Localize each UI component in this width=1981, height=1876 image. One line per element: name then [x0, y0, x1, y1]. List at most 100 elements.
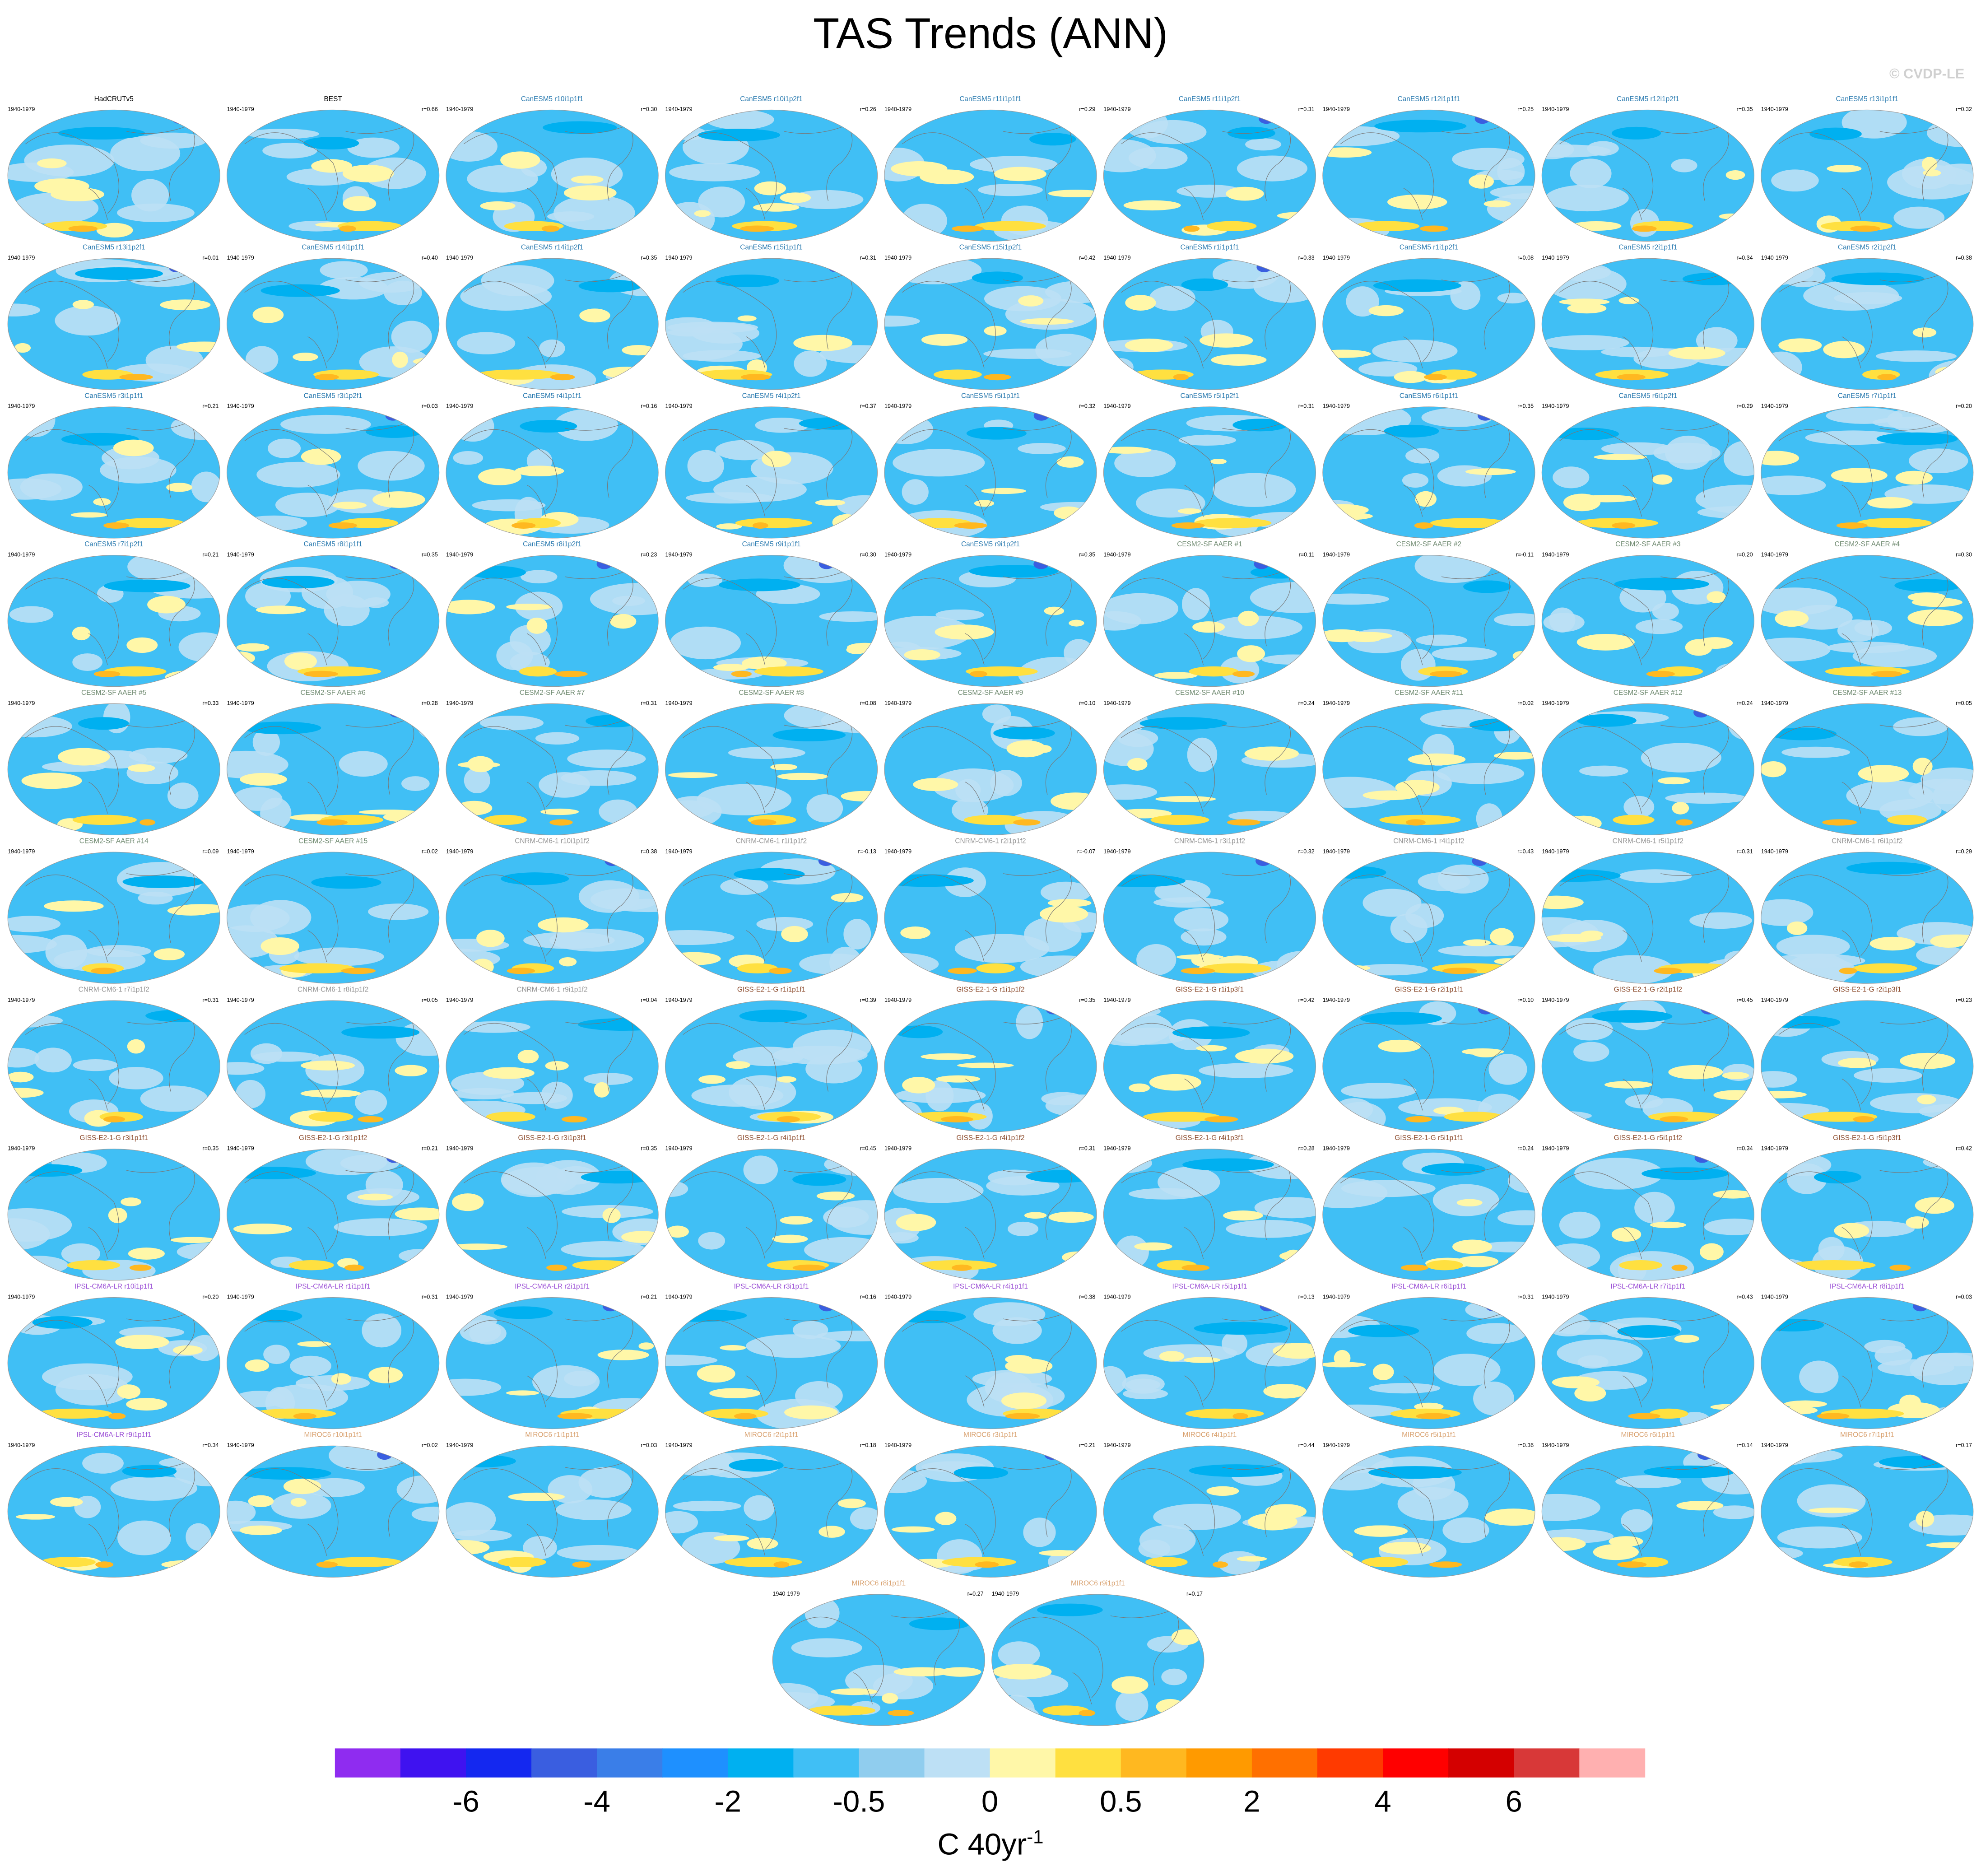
map-patch: [355, 1090, 387, 1115]
map-patch: [1430, 670, 1462, 677]
map-patch: [103, 579, 191, 592]
panel-period: 1940-1979: [1323, 403, 1350, 410]
map-patch: [1490, 928, 1514, 945]
map-patch: [819, 611, 878, 622]
map: [884, 1297, 1097, 1429]
map-patch: [567, 749, 646, 768]
map: [1761, 1446, 1973, 1578]
panel-period: 1940-1979: [227, 106, 254, 112]
map-patch: [547, 211, 595, 222]
panel-r: r=0.45: [1737, 997, 1753, 1003]
map-outline: [1322, 1149, 1535, 1281]
panel-r: r=0.23: [1956, 997, 1972, 1003]
map-outline: [1103, 555, 1316, 687]
coastline: [1340, 867, 1510, 962]
map-patch: [1134, 1242, 1172, 1251]
panel-title: CanESM5 r6i1p2f1: [1618, 392, 1677, 400]
map-patch: [828, 262, 844, 272]
map: [8, 406, 220, 538]
map-patch: [145, 1009, 220, 1022]
panel-title: CNRM-CM6-1 r1i1p1f2: [736, 838, 807, 845]
coastline: [463, 867, 633, 962]
map-patch: [129, 1264, 152, 1271]
map: [1103, 1149, 1316, 1280]
map-patch: [1869, 936, 1916, 951]
map: [1103, 1446, 1316, 1578]
colorbar-tick-label: 0: [981, 1784, 998, 1818]
coastline: [902, 867, 1072, 962]
coastline: [683, 273, 853, 368]
panel-period: 1940-1979: [446, 255, 473, 261]
panel-r: r=0.02: [1517, 700, 1534, 706]
map-patch: [904, 649, 940, 661]
map-patch: [1805, 430, 1902, 445]
map: [1103, 852, 1316, 984]
map-patch: [913, 777, 958, 791]
map-patch: [286, 168, 359, 186]
map-patch: [1775, 610, 1809, 627]
map-patch: [293, 353, 318, 362]
map-patch: [1867, 497, 1913, 509]
map-patch: [520, 419, 577, 433]
map-patch: [406, 1301, 422, 1312]
map-patch: [1237, 645, 1265, 662]
map-outline: [884, 555, 1097, 687]
map-patch: [793, 1029, 871, 1064]
map-patch: [1761, 761, 1786, 777]
map-patch: [1256, 262, 1272, 272]
map: [446, 703, 659, 835]
panel-title: MIROC6 r6i1p1f1: [1621, 1431, 1675, 1439]
map-patch: [895, 1310, 966, 1323]
map-patch: [1199, 333, 1253, 348]
panel-period: 1940-1979: [446, 1442, 473, 1448]
map-patch: [227, 1062, 265, 1075]
map-patch: [1542, 140, 1574, 159]
map-patch: [602, 1207, 621, 1223]
panel-title: CESM2-SF AAER #12: [1614, 689, 1683, 697]
map-patch: [341, 968, 376, 974]
map-patch: [934, 369, 982, 380]
map-patch: [837, 495, 878, 517]
panel-title: CNRM-CM6-1 r7i1p1f2: [79, 986, 149, 993]
map-patch: [467, 165, 538, 193]
map-patch: [1761, 638, 1831, 661]
map-patch: [1614, 577, 1709, 591]
map-patch: [1469, 174, 1494, 189]
map-patch: [1322, 1549, 1353, 1561]
colorbar-unit: C 40yr-1: [937, 1826, 1043, 1861]
colorbar-box: [400, 1748, 466, 1778]
map-patch: [1005, 1358, 1053, 1374]
map-patch: [519, 666, 557, 677]
panel-title: GISS-E2-1-G r5i1p1f1: [1395, 1134, 1463, 1142]
map-patch: [1635, 619, 1683, 634]
map: [227, 852, 439, 984]
panel-r: r=0.03: [641, 1442, 657, 1448]
map-patch: [1282, 410, 1297, 421]
panel-period: 1940-1979: [884, 255, 911, 261]
map-patch: [1761, 1258, 1809, 1278]
map: [884, 110, 1097, 242]
map-patch: [1682, 272, 1744, 285]
map-patch: [1066, 1153, 1082, 1163]
map-outline: [665, 703, 878, 836]
map-patch: [622, 410, 638, 421]
colorbar-box: [597, 1748, 663, 1778]
panel-title: CanESM5 r1i1p2f1: [1400, 244, 1458, 251]
panel-period: 1940-1979: [8, 1294, 35, 1300]
map-patch: [1577, 1355, 1609, 1369]
panel-r: r=0.66: [422, 106, 438, 112]
map-patch: [1623, 796, 1655, 818]
map: [227, 1149, 439, 1280]
panel-period: 1940-1979: [227, 403, 254, 410]
coastline: [25, 867, 195, 962]
map-patch: [1879, 1456, 1964, 1469]
panel-period: 1940-1979: [8, 997, 35, 1003]
map-outline: [772, 1594, 985, 1726]
map-patch: [1171, 1629, 1200, 1645]
colorbar-box: [859, 1748, 925, 1778]
panel-period: 1940-1979: [1542, 1145, 1569, 1152]
map: [884, 555, 1097, 687]
